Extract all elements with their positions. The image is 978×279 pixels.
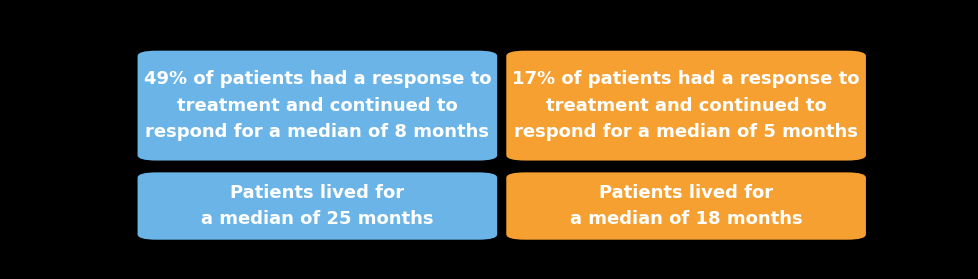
FancyBboxPatch shape — [506, 172, 865, 240]
FancyBboxPatch shape — [137, 172, 497, 240]
FancyBboxPatch shape — [137, 51, 497, 160]
Text: 17% of patients had a response to
treatment and continued to
respond for a media: 17% of patients had a response to treatm… — [511, 70, 859, 141]
FancyBboxPatch shape — [506, 51, 865, 160]
Text: Patients lived for
a median of 25 months: Patients lived for a median of 25 months — [200, 184, 433, 228]
Text: 49% of patients had a response to
treatment and continued to
respond for a media: 49% of patients had a response to treatm… — [144, 70, 491, 141]
Text: Patients lived for
a median of 18 months: Patients lived for a median of 18 months — [569, 184, 802, 228]
